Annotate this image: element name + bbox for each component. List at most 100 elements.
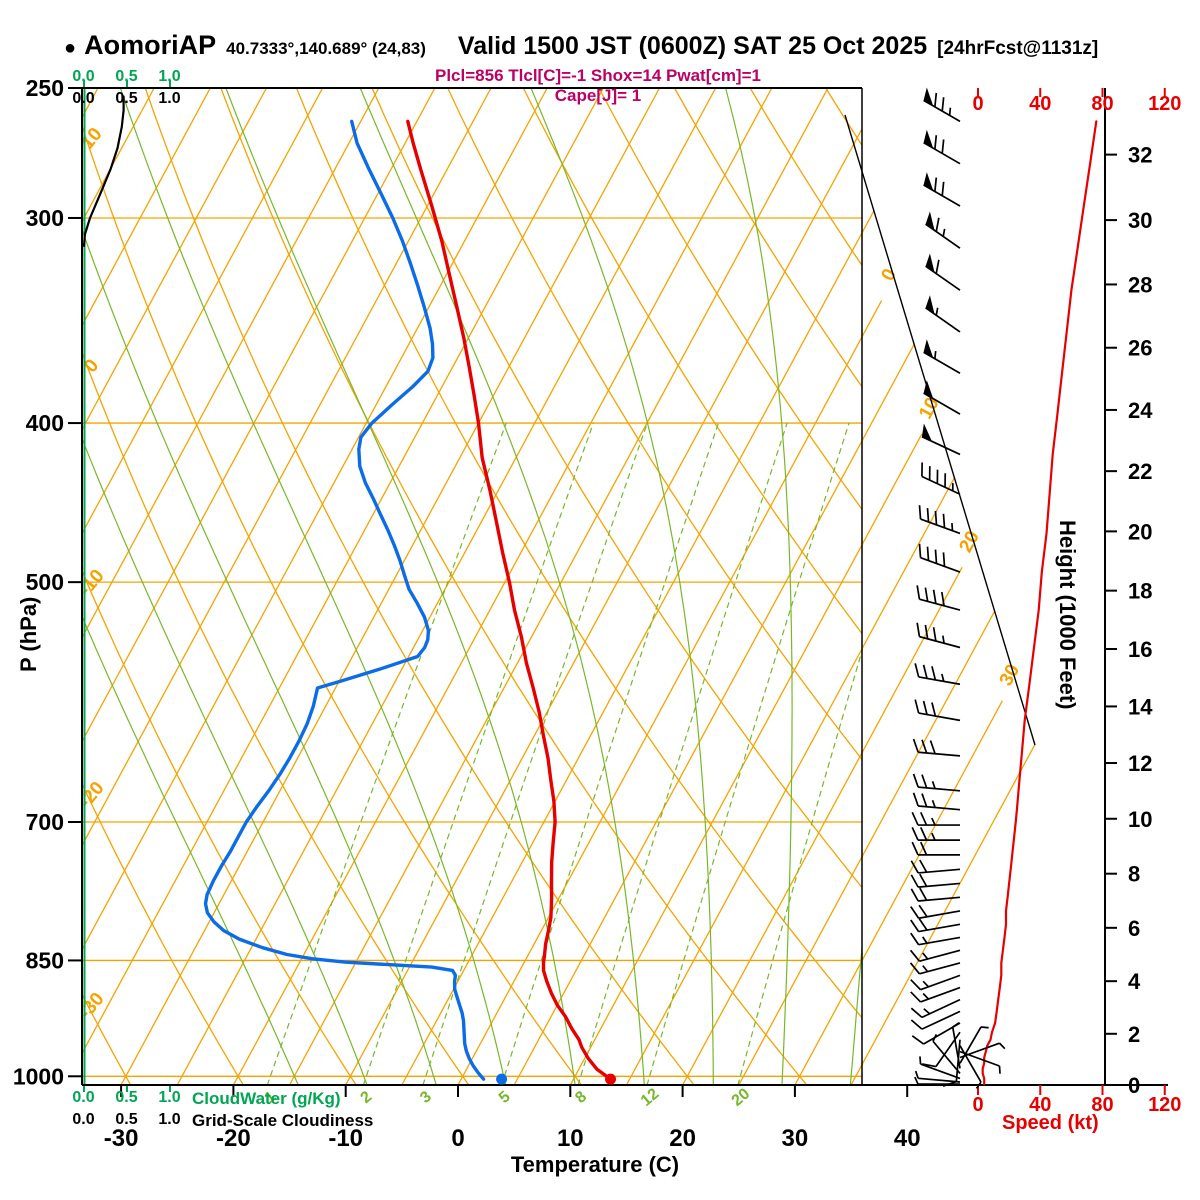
tick-label: 12 [638, 1085, 663, 1110]
pressure-axis-label: P (hPa) [16, 596, 41, 672]
tick-label: 850 [26, 947, 64, 973]
tick-label: 1000 [13, 1063, 64, 1089]
tick-label: 3 [417, 1088, 435, 1107]
cloudwater-label: CloudWater (g/Kg) [192, 1089, 341, 1108]
tick-label: 20 [729, 1085, 754, 1110]
tick-label: -20 [216, 1125, 251, 1152]
tick-label: 16 [1128, 637, 1152, 662]
tick-label: 250 [26, 75, 64, 101]
cloudiness-curve [82, 95, 125, 247]
height-axis-label: Height (1000 Feet) [1055, 520, 1080, 710]
tick-label: 40 [1029, 93, 1051, 115]
scale-tick-label: 1.0 [158, 68, 181, 85]
cloudiness-scale-top: 0.0 0.5 1.0 [62, 90, 191, 108]
tick-label: 6 [1128, 916, 1140, 941]
tick-label: 14 [1128, 694, 1153, 719]
tick-label: 300 [26, 205, 64, 231]
tick-label: 22 [1128, 459, 1152, 484]
station-coords: 40.7333°,140.689° (24,83) [226, 39, 426, 58]
tick-label: 40 [1029, 1094, 1051, 1116]
tick-label: 20 [955, 528, 984, 557]
sounding-parameters: Plcl=856 Tlcl[C]=-1 Shox=14 Pwat[cm]=1 C… [435, 66, 761, 105]
tick-label: 8 [1128, 862, 1140, 887]
temperature-curve [406, 119, 613, 1081]
surface-dewpoint-marker [496, 1073, 508, 1085]
valid-time: Valid 1500 JST (0600Z) SAT 25 Oct 2025 [457, 32, 928, 60]
tick-label: 5 [496, 1088, 514, 1107]
speed-axis-label: Speed (kt) [1002, 1112, 1099, 1134]
tick-label: 0 [972, 93, 983, 115]
tick-label: 18 [1128, 579, 1152, 604]
tick-label: 30 [782, 1125, 809, 1152]
temperature-axis: -30 -20 -10 0 10 20 30 40 [104, 1085, 921, 1152]
tick-label: -10 [328, 1125, 363, 1152]
tick-label: 30 [996, 661, 1025, 690]
cloudwater-scale-bottom: 0.0 0.5 1.0 [62, 1089, 191, 1107]
tick-label: 4 [1128, 969, 1141, 994]
tick-label: -30 [104, 1125, 139, 1152]
tick-label: 40 [894, 1125, 921, 1152]
tick-label: 8 [572, 1088, 590, 1107]
cloudwater-scale-top: 0.0 0.5 1.0 [62, 68, 191, 86]
tick-label: 0 [451, 1125, 464, 1152]
scale-tick-label: 0.5 [115, 68, 138, 85]
pressure-axis: 250 300 400 500 700 850 1000 [13, 75, 82, 1089]
tick-label: 28 [1128, 272, 1152, 297]
scale-tick-label: 1.0 [158, 1089, 181, 1106]
isotherm-lines [82, 88, 862, 1085]
surface-markers [496, 1073, 617, 1085]
dry-adiabat-labels: 100-10-20-30 [75, 124, 109, 1023]
tick-label: 80 [1091, 93, 1113, 115]
tick-label: 0 [877, 265, 901, 284]
tick-label: 400 [26, 410, 64, 436]
scale-tick-label: 0.0 [72, 1089, 95, 1106]
surface-temp-marker [605, 1073, 617, 1085]
tick-label: 30 [1128, 208, 1152, 233]
temperature-axis-label: Temperature (C) [510, 1152, 680, 1177]
wind-barbs [909, 87, 1006, 1089]
cloudiness-label: Grid-Scale Cloudiness [192, 1111, 374, 1130]
tick-label: -20 [75, 778, 109, 813]
tick-label: 10 [915, 394, 944, 423]
tick-label: 10 [557, 1125, 584, 1152]
plot-frame [81, 87, 1168, 1086]
scale-tick-label: 0.0 [72, 1111, 95, 1128]
tick-label: 26 [1128, 336, 1152, 361]
scale-tick-label: 0.0 [72, 90, 95, 107]
tick-label: 120 [1148, 1094, 1181, 1116]
scale-tick-label: 0.5 [115, 1089, 138, 1106]
cloudwater-axis [83, 80, 171, 1092]
chart-title: ● AomoriAP 40.7333°,140.689° (24,83) Val… [64, 30, 1098, 61]
station-bullet-icon: ● [64, 37, 77, 59]
tick-label: 80 [1091, 1094, 1113, 1116]
tick-label: -30 [75, 989, 109, 1024]
station-name: AomoriAP [84, 30, 217, 60]
scale-tick-label: 0.5 [115, 1111, 138, 1128]
scale-tick-label: 1.0 [158, 1111, 181, 1128]
isotherm-extensions: 0 10 20 30 [861, 210, 1036, 1066]
tick-label: 10 [1128, 807, 1152, 832]
tick-label: 24 [1128, 398, 1153, 423]
forecast-tag: [24hrFcst@1131z] [937, 38, 1099, 59]
isobar-lines [82, 217, 862, 1077]
tick-label: 700 [26, 809, 64, 835]
tick-label: 2 [358, 1088, 376, 1107]
tick-label: 0 [972, 1094, 983, 1116]
tick-label: 2 [1128, 1022, 1140, 1047]
tick-label: 0 [1128, 1073, 1140, 1098]
tick-label: 20 [1128, 519, 1152, 544]
tick-label: 12 [1128, 751, 1152, 776]
mixing-ratio-lines [266, 422, 862, 1085]
scale-tick-label: 0.5 [115, 90, 138, 107]
dewpoint-curve [203, 119, 486, 1081]
moist-adiabat-lines [82, 88, 862, 1085]
tick-label: 120 [1148, 93, 1181, 115]
cloudiness-scale-bottom: 0.0 0.5 1.0 [62, 1111, 191, 1129]
scale-tick-label: 1.0 [158, 90, 181, 107]
scale-tick-label: 0.0 [72, 68, 95, 85]
tick-label: 32 [1128, 143, 1152, 168]
